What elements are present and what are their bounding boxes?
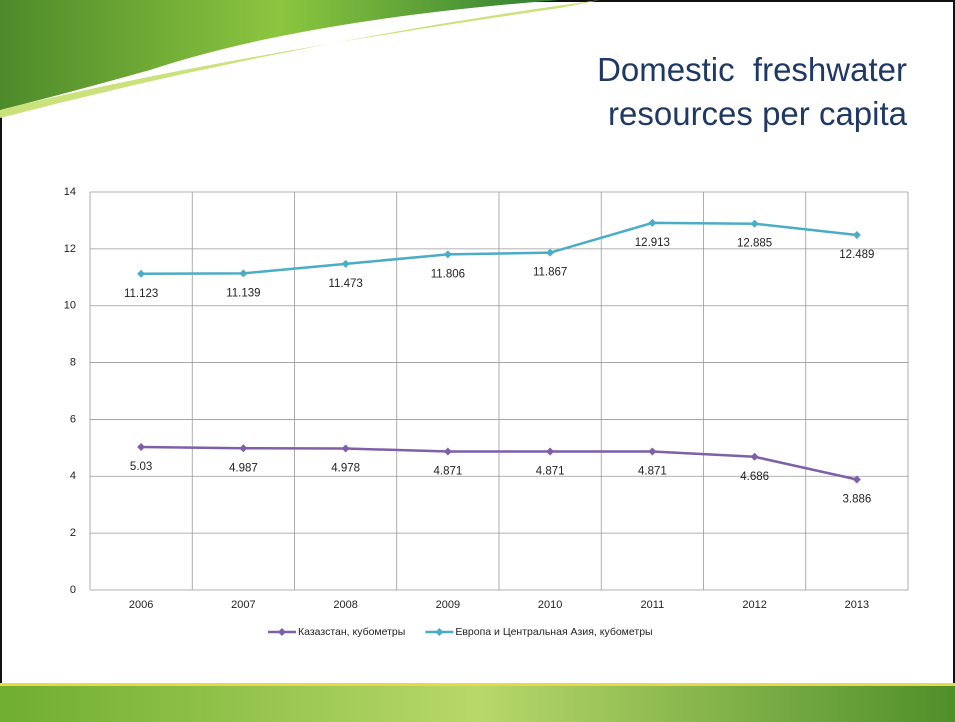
data-point xyxy=(853,231,861,239)
data-label: 11.806 xyxy=(431,268,465,280)
x-tick-label: 2006 xyxy=(129,599,153,611)
data-label: 4.978 xyxy=(331,463,360,475)
x-tick-label: 2009 xyxy=(436,599,460,611)
y-tick-label: 10 xyxy=(64,300,76,312)
x-tick-label: 2012 xyxy=(742,599,766,611)
x-tick-label: 2010 xyxy=(538,599,562,611)
data-label: 3.886 xyxy=(842,494,871,506)
data-label: 12.489 xyxy=(839,249,874,261)
y-tick-label: 0 xyxy=(70,584,76,596)
data-point xyxy=(444,448,452,456)
y-tick-label: 12 xyxy=(64,243,76,255)
data-point xyxy=(648,219,656,227)
data-point xyxy=(239,444,247,452)
y-tick-label: 6 xyxy=(70,413,76,425)
data-label: 11.123 xyxy=(124,288,158,300)
footer-decoration xyxy=(0,683,955,722)
data-label: 4.871 xyxy=(638,466,667,478)
y-tick-label: 8 xyxy=(70,356,76,368)
data-point xyxy=(444,250,452,258)
legend-label: Казазстан, кубометры xyxy=(298,626,405,638)
legend-marker xyxy=(278,628,286,636)
data-label: 11.139 xyxy=(226,287,260,299)
data-point xyxy=(853,476,861,484)
x-tick-label: 2007 xyxy=(231,599,255,611)
x-tick-label: 2008 xyxy=(333,599,357,611)
data-point xyxy=(751,220,759,228)
data-label: 11.473 xyxy=(328,278,362,290)
data-label: 4.871 xyxy=(433,466,462,478)
x-tick-label: 2013 xyxy=(845,599,869,611)
data-point xyxy=(751,453,759,461)
slide: 0 2 4 6 8 10 12 14 2006 2007 2008 2009 2010 2011 2012 2… xyxy=(0,0,955,722)
data-point xyxy=(546,448,554,456)
data-point xyxy=(342,444,350,452)
data-label: 11.867 xyxy=(533,267,567,279)
data-label: 5.03 xyxy=(130,461,152,473)
x-tick-label: 2011 xyxy=(641,599,665,611)
data-point xyxy=(137,270,145,278)
footer-line xyxy=(0,683,955,686)
data-point xyxy=(137,443,145,451)
slide-title: Domestic freshwater resources per capita xyxy=(527,48,907,136)
y-tick-label: 4 xyxy=(70,470,76,482)
data-point xyxy=(239,269,247,277)
data-point xyxy=(648,448,656,456)
data-label: 4.871 xyxy=(536,466,565,478)
legend-label: Европа и Центральная Азия, кубометры xyxy=(455,626,652,638)
data-label: 4.987 xyxy=(229,462,258,474)
data-label: 12.913 xyxy=(635,237,670,249)
y-tick-label: 14 xyxy=(64,186,76,198)
data-point xyxy=(342,260,350,268)
data-point xyxy=(546,249,554,257)
data-label: 12.885 xyxy=(737,238,772,250)
y-tick-label: 2 xyxy=(70,527,76,539)
legend-marker xyxy=(435,628,443,636)
data-label: 4.686 xyxy=(740,471,769,483)
